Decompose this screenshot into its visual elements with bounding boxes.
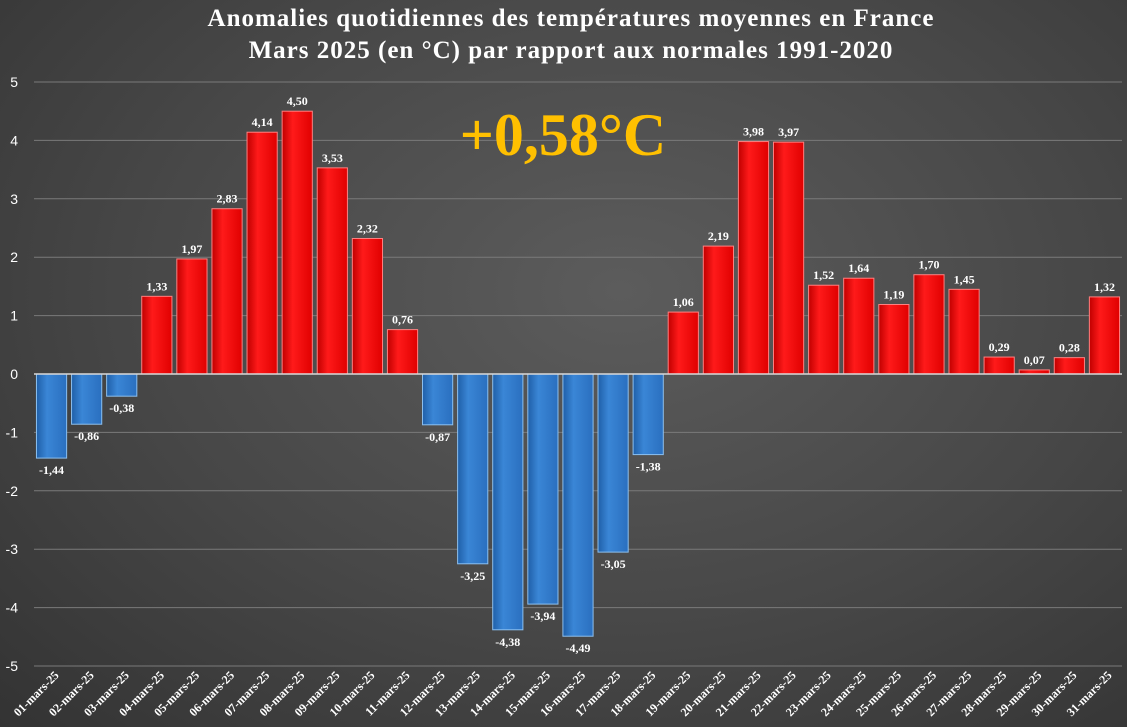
bar: [527, 373, 559, 605]
y-axis: 5 4 3 2 1 0 -1 -2 -3 -4 -5: [6, 74, 19, 674]
bar: [983, 356, 1015, 375]
bar: [492, 373, 524, 631]
data-label: 4,14: [252, 115, 273, 129]
data-label: 0,76: [392, 313, 413, 327]
data-label: -1,44: [39, 463, 64, 477]
data-label: 1,97: [181, 242, 202, 256]
data-label: -0,38: [109, 401, 134, 415]
y-tick-label: -2: [6, 483, 19, 499]
bar: [316, 167, 348, 375]
data-label: 1,33: [146, 279, 167, 293]
data-label: 0,29: [989, 340, 1010, 354]
data-label: -0,86: [74, 429, 99, 443]
bar: [702, 245, 734, 375]
data-label: -3,94: [530, 609, 555, 623]
data-label: 1,06: [673, 295, 694, 309]
bar: [772, 141, 805, 375]
data-label: 1,32: [1094, 280, 1115, 294]
bar: [597, 373, 629, 553]
data-label: -4,49: [566, 641, 591, 655]
bar: [843, 277, 875, 375]
data-label: -4,38: [495, 635, 520, 649]
y-tick-label: 1: [10, 308, 18, 324]
data-label: 0,07: [1024, 353, 1045, 367]
data-label: 3,97: [778, 125, 799, 139]
data-label: 4,50: [287, 94, 308, 108]
y-tick-label: 3: [10, 191, 18, 207]
data-label: 2,83: [217, 192, 238, 206]
bar: [1088, 296, 1121, 375]
data-label: -0,87: [425, 430, 450, 444]
bar: [562, 373, 594, 637]
y-tick-label: 0: [10, 366, 18, 382]
bar: [176, 258, 208, 375]
bar: [246, 131, 278, 375]
data-label: 1,19: [883, 288, 904, 302]
data-label: -1,38: [636, 460, 661, 474]
y-tick-label: 4: [10, 132, 18, 148]
monthly-mean-annotation: +0,58°C: [460, 102, 667, 168]
bar: [141, 295, 173, 375]
y-tick-label: 5: [10, 74, 18, 90]
data-label: 1,45: [954, 272, 975, 286]
data-label: 2,32: [357, 222, 378, 236]
chart-title-line1: Anomalies quotidiennes des températures …: [208, 5, 935, 32]
bar: [878, 304, 910, 375]
bar: [737, 141, 770, 375]
data-label: 1,52: [813, 268, 834, 282]
data-label: 2,19: [708, 229, 729, 243]
data-label: 0,28: [1059, 341, 1080, 355]
y-tick-label: -5: [6, 658, 19, 674]
bar: [457, 373, 489, 565]
bar: [667, 311, 699, 375]
bar: [351, 238, 384, 375]
data-label: 3,98: [743, 125, 764, 139]
x-axis: 01-mars-2502-mars-2503-mars-2504-mars-25…: [11, 668, 1115, 719]
bar: [35, 373, 68, 459]
bar: [281, 110, 313, 375]
data-label: -3,25: [460, 569, 485, 583]
y-tick-label: 2: [10, 249, 18, 265]
y-tick-label: -4: [6, 600, 19, 616]
y-tick-label: -3: [6, 541, 19, 557]
bar: [386, 329, 419, 375]
bar: [1053, 357, 1085, 375]
bar: [71, 373, 103, 425]
data-label: 3,53: [322, 151, 343, 165]
bar: [211, 208, 243, 375]
bars: [35, 110, 1121, 637]
data-labels: -1,44 -0,86 -0,38 1,33 1,97 2,83 4,14 4,50 3,53 2…: [39, 94, 1115, 655]
bar: [948, 288, 980, 375]
chart-title-line2: Mars 2025 (en °C) par rapport aux normal…: [249, 37, 894, 64]
bar: [808, 284, 840, 375]
y-tick-label: -1: [6, 424, 19, 440]
bar: [632, 373, 664, 456]
bar: [913, 274, 945, 375]
data-label: 1,64: [848, 261, 869, 275]
data-label: 1,70: [918, 258, 939, 272]
data-label: -3,05: [601, 557, 626, 571]
bar: [422, 373, 454, 426]
bar: [106, 373, 138, 397]
